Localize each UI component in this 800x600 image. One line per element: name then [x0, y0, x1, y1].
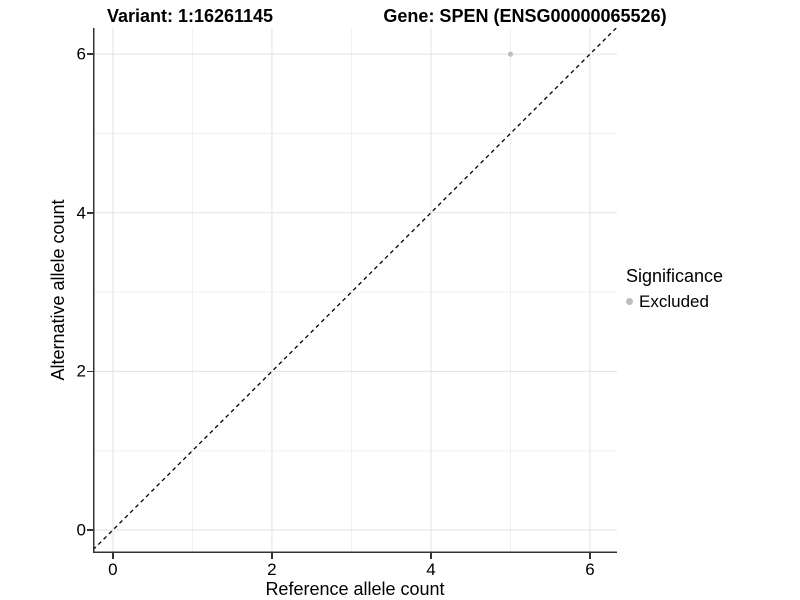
x-tick-label: 6 [585, 560, 595, 579]
y-tick-label: 2 [76, 361, 86, 381]
legend: Significance Excluded [626, 266, 723, 312]
identity-line [92, 27, 617, 551]
y-axis-title: Alternative allele count [48, 199, 68, 381]
y-axis-tick [87, 212, 93, 214]
x-tick-label: 4 [426, 560, 436, 579]
x-tick-label: 0 [108, 560, 118, 579]
data-point [507, 51, 514, 57]
y-tick-label: 6 [76, 44, 86, 64]
x-axis-tick [271, 553, 273, 559]
y-axis-tick [87, 53, 93, 55]
x-axis-title: Reference allele count [265, 579, 445, 599]
plot-panel [92, 27, 617, 553]
plot-title-gene: Gene: SPEN (ENSG00000065526) [383, 6, 667, 26]
y-tick-label: 4 [76, 203, 86, 223]
y-axis-tick [87, 529, 93, 531]
legend-item: Excluded [626, 292, 723, 312]
x-axis-tick [430, 553, 432, 559]
plot-canvas [92, 27, 617, 553]
legend-title: Significance [626, 266, 724, 286]
y-tick-label: 0 [76, 520, 86, 540]
legend-item-label: Excluded [639, 291, 709, 311]
x-axis-tick [112, 553, 114, 559]
legend-key-dot-icon [626, 298, 633, 306]
x-axis-tick [589, 553, 591, 559]
x-tick-label: 2 [267, 560, 277, 579]
plot-title-variant: Variant: 1:16261145 [106, 6, 274, 26]
y-axis-tick [87, 370, 93, 373]
